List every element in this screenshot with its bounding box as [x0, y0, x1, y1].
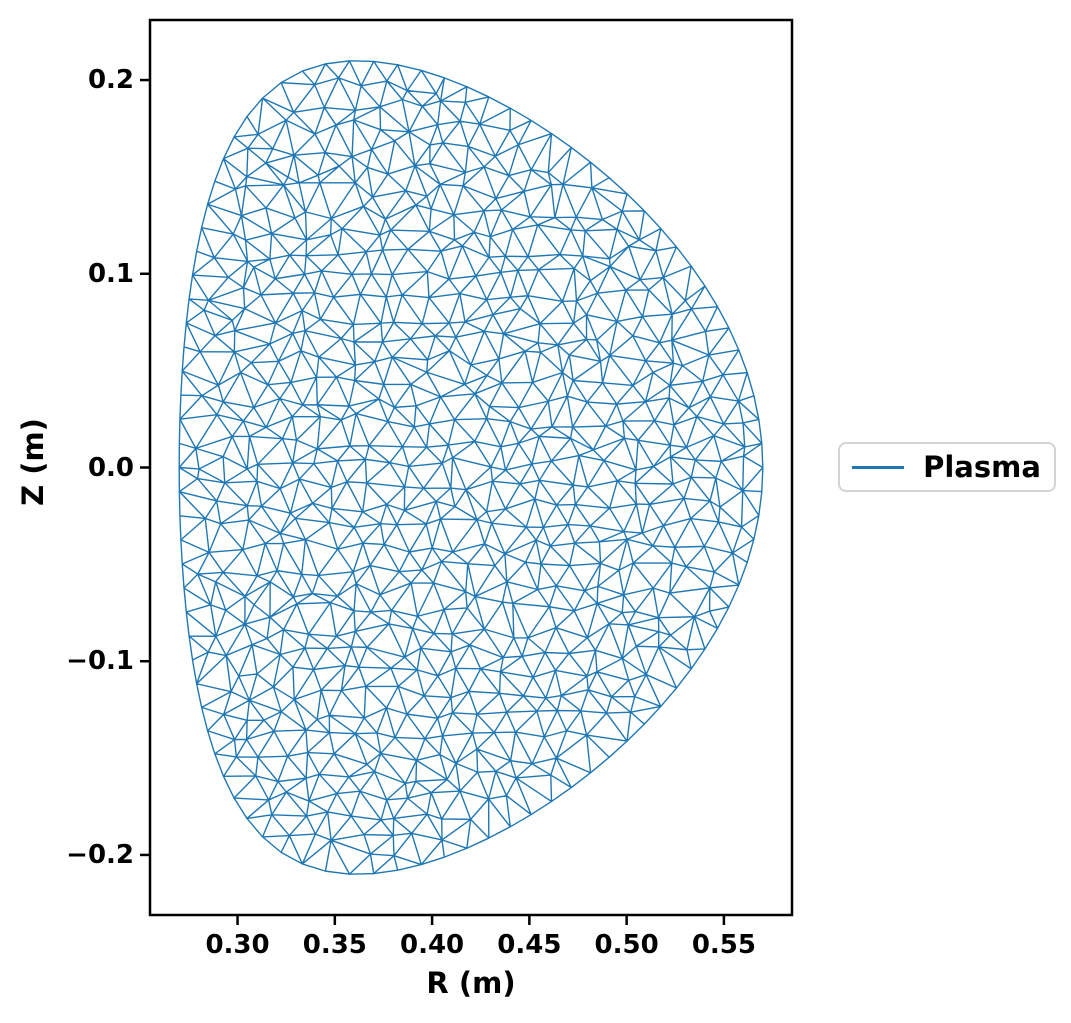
x-tick-label: 0.30	[205, 930, 270, 960]
x-tick-label: 0.40	[400, 930, 465, 960]
x-tick-label: 0.45	[497, 930, 562, 960]
legend: Plasma	[838, 442, 1056, 492]
x-tick-label: 0.50	[594, 930, 659, 960]
x-tick-label: 0.35	[302, 930, 367, 960]
y-axis-label: Z (m)	[16, 418, 50, 506]
y-tick-label: 0.2	[87, 65, 134, 96]
x-axis-label: R (m)	[426, 966, 516, 1000]
y-tick-label: −0.2	[66, 839, 134, 870]
y-tick-label: −0.1	[66, 646, 134, 677]
plot-area	[150, 20, 792, 915]
plasma-mesh	[150, 20, 792, 915]
legend-label: Plasma	[923, 450, 1041, 484]
legend-line-sample	[852, 465, 904, 469]
y-tick-label: 0.0	[87, 452, 134, 483]
x-tick-label: 0.55	[691, 930, 756, 960]
y-tick-label: 0.1	[87, 258, 134, 289]
